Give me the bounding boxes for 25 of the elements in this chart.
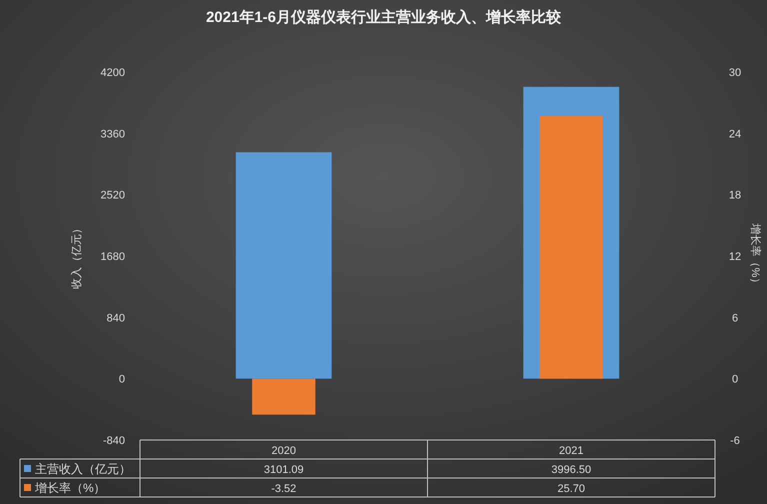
y2-tick-label: 24 (728, 128, 742, 140)
y-tick-label: 1680 (100, 251, 125, 263)
y2-tick-label: 6 (732, 312, 738, 324)
y-tick-label: 840 (106, 312, 125, 324)
y-tick-label: 2520 (100, 190, 125, 202)
y2-tick-label: 30 (728, 67, 742, 79)
y-tick-label: 3360 (100, 128, 125, 140)
y2-axis-title: 增长率（%） (749, 222, 762, 288)
legend-label: 增长率（%） (34, 481, 106, 495)
chart-title: 2021年1-6月仪器仪表行业主营业务收入、增长率比较 (206, 8, 562, 26)
legend-label: 主营收入（亿元） (35, 462, 131, 476)
y-axis-title: 收入（亿元） (70, 223, 83, 289)
y-tick-label: -840 (102, 435, 125, 447)
y2-tick-label: 18 (728, 190, 742, 202)
y-tick-label: 4200 (100, 67, 125, 79)
data-label: -3.52 (271, 483, 296, 495)
data-label: 25.70 (557, 483, 586, 495)
y2-tick-label: -6 (730, 435, 740, 447)
x-tick-label: 2021 (559, 445, 584, 457)
y2-tick-label: 12 (728, 251, 742, 263)
data-label: 3996.50 (551, 464, 592, 476)
y2-tick-label: 0 (732, 374, 738, 386)
x-tick-label: 2020 (272, 445, 296, 457)
data-label: 3101.09 (264, 464, 304, 476)
y-tick-label: 0 (118, 374, 125, 386)
